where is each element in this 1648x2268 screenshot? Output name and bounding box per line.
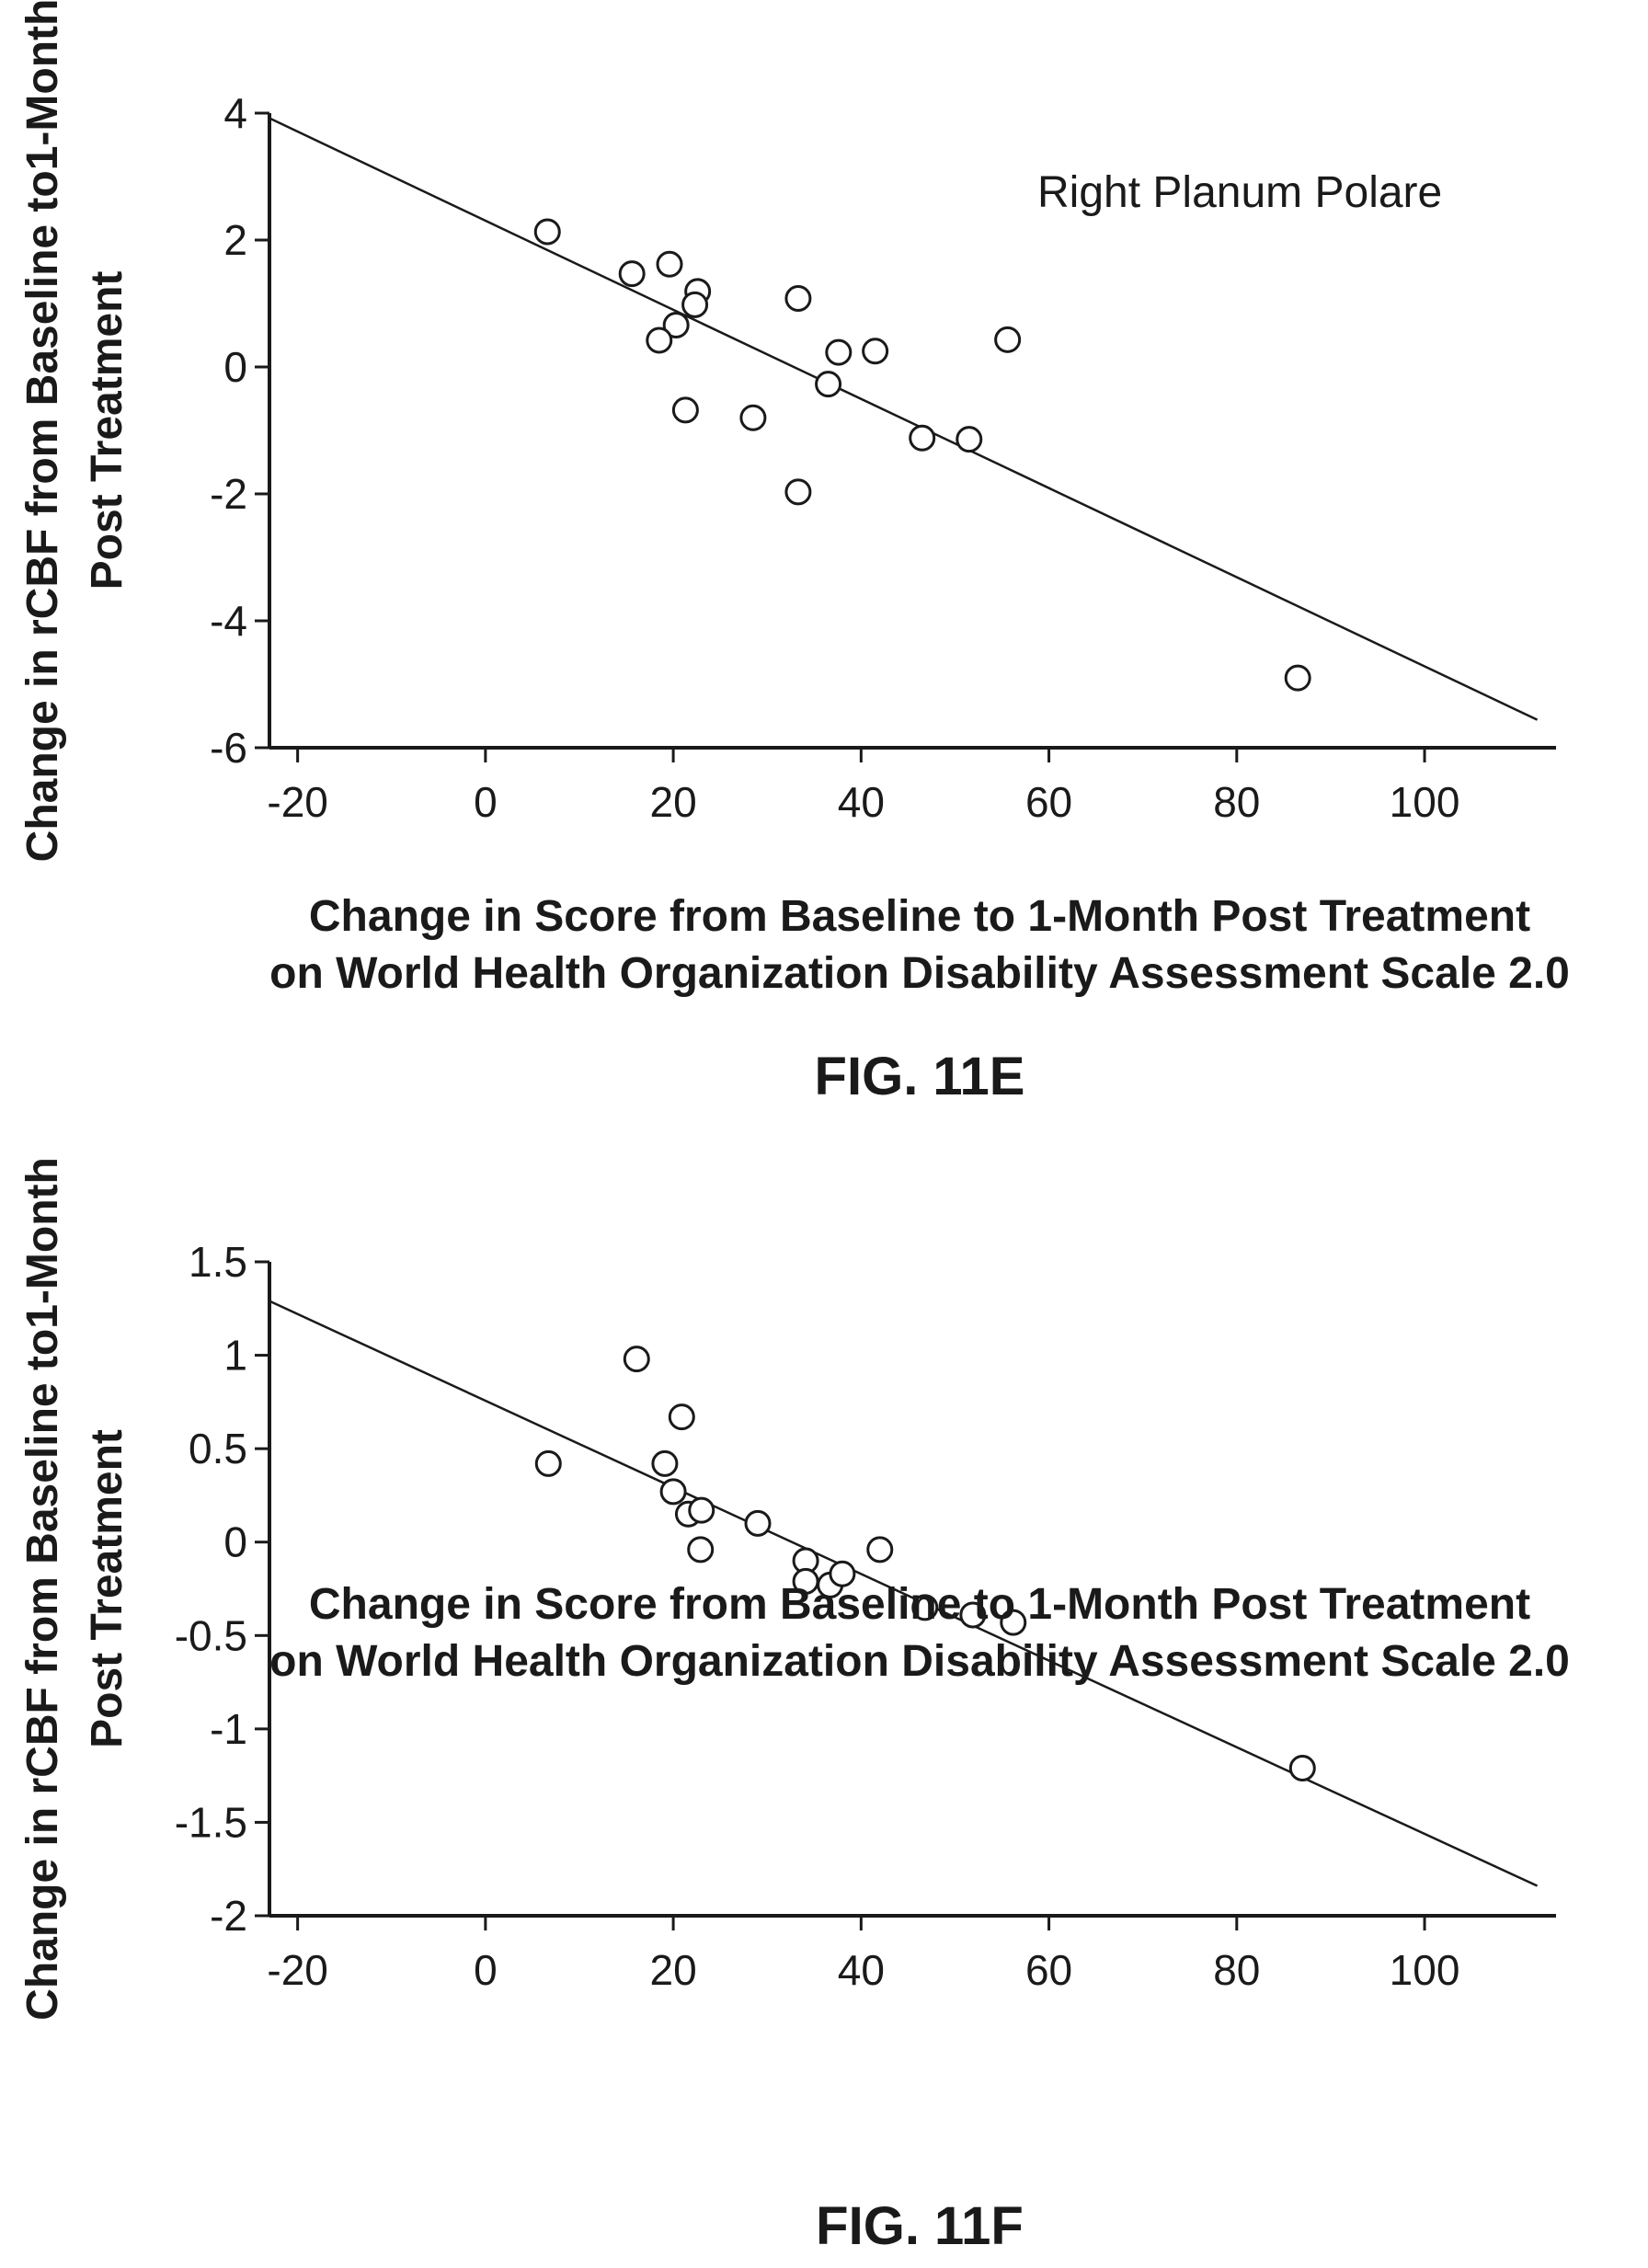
y-tick-label: -1 — [210, 1705, 247, 1753]
data-point — [668, 1403, 695, 1431]
data-point — [784, 478, 812, 506]
data-point — [688, 1496, 715, 1524]
plot-annotation: Right Planum Polare — [1037, 168, 1442, 217]
x-tick-label: 20 — [650, 778, 697, 826]
regression-line — [269, 117, 1539, 721]
data-point — [739, 404, 767, 431]
figure-label: FIG. 11E — [815, 1047, 1025, 1106]
data-point — [671, 396, 699, 424]
y-axis-title-line: Change in rCBF from Baseline to1-Month — [18, 0, 67, 862]
data-point — [651, 1449, 679, 1477]
x-tick-label: 80 — [1213, 1946, 1260, 1994]
data-point — [744, 1509, 772, 1537]
y-tick-label: 1 — [223, 1332, 247, 1380]
chart-fig-11f: -2 -1.5 -1 -0.5 0 0.5 1 1.5 -20 0 20 40 60 80 100 Chang… — [18, 1157, 1570, 2256]
x-tick-label: -20 — [267, 778, 327, 826]
x-tick-label: 60 — [1025, 1946, 1072, 1994]
x-tick-label: 100 — [1390, 1946, 1460, 1994]
data-point — [646, 326, 673, 354]
data-point — [862, 338, 889, 365]
y-tick-label: -2 — [210, 1892, 247, 1940]
data-point — [659, 1478, 687, 1506]
x-tick-label: 60 — [1025, 778, 1072, 826]
data-point — [656, 250, 683, 278]
data-point — [959, 1601, 987, 1629]
data-point — [909, 424, 936, 452]
y-tick-label: 0.5 — [189, 1425, 247, 1472]
data-point — [994, 326, 1022, 353]
y-axis-title-line: Post Treatment — [83, 1429, 132, 1748]
y-tick-label: 1.5 — [189, 1238, 247, 1286]
data-point — [1288, 1755, 1316, 1782]
data-point — [534, 1449, 562, 1477]
y-tick-label: -2 — [210, 470, 247, 518]
y-tick-label: -0.5 — [175, 1611, 247, 1659]
y-axis-title-line: Change in rCBF from Baseline to1-Month — [18, 1157, 67, 2021]
data-point — [784, 284, 812, 312]
x-axis-title-line: Change in Score from Baseline to 1-Month… — [309, 1580, 1530, 1629]
data-point — [681, 291, 709, 318]
x-tick-label: 0 — [474, 1946, 498, 1994]
x-axis-title-line: on World Health Organization Disability … — [269, 1637, 1570, 1686]
x-tick-label: 80 — [1213, 778, 1260, 826]
data-point — [829, 1560, 856, 1587]
y-tick-label: -1.5 — [175, 1798, 247, 1846]
y-tick-label: 0 — [223, 343, 247, 391]
x-axis-title-line: on World Health Organization Disability … — [269, 949, 1570, 998]
y-tick-label: -4 — [210, 597, 247, 645]
data-point — [618, 260, 646, 288]
y-tick-label: 2 — [223, 216, 247, 264]
y-tick-label: 4 — [223, 89, 247, 137]
x-tick-label: 100 — [1390, 778, 1460, 826]
x-tick-label: 40 — [838, 778, 885, 826]
data-point — [866, 1536, 894, 1564]
data-point — [815, 371, 842, 398]
figure-label: FIG. 11F — [816, 2196, 1024, 2256]
data-point — [623, 1346, 650, 1373]
data-point — [687, 1536, 715, 1564]
data-point — [825, 338, 853, 366]
x-axis-title-line: Change in Score from Baseline to 1-Month… — [309, 892, 1530, 941]
data-point — [956, 426, 983, 453]
data-point — [662, 311, 690, 338]
data-point — [533, 218, 561, 246]
x-tick-label: 0 — [474, 778, 498, 826]
x-tick-label: 40 — [838, 1946, 885, 1994]
x-tick-label: -20 — [267, 1946, 327, 1994]
y-tick-label: 0 — [223, 1518, 247, 1566]
y-tick-label: -6 — [210, 724, 247, 772]
data-point — [1284, 664, 1311, 692]
regression-line — [269, 1300, 1539, 1887]
y-axis-title-line: Post Treatment — [83, 271, 132, 590]
x-tick-label: 20 — [650, 1946, 697, 1994]
data-point — [911, 1594, 939, 1621]
data-point — [1000, 1609, 1027, 1636]
